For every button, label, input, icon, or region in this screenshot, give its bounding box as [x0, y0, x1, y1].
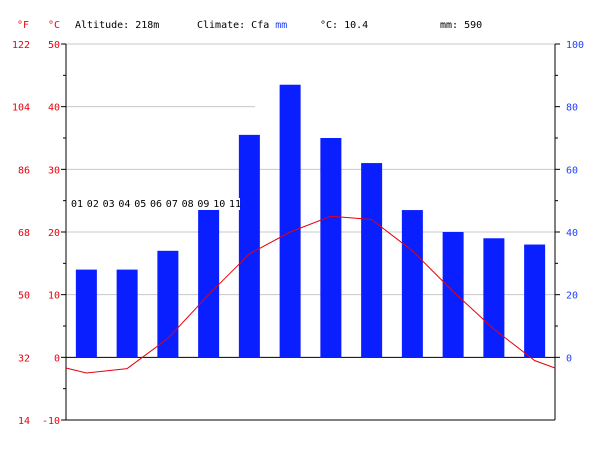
precipitation-bar — [361, 163, 383, 358]
temperature-average-text: °C: 10.4 — [320, 20, 369, 31]
climate-mm-label: mm — [275, 20, 288, 31]
fahrenheit-tick-label: 86 — [18, 165, 30, 176]
month-label: 11 — [229, 199, 241, 210]
precipitation-bar — [198, 203, 220, 358]
climate-text: Climate: Cfa mm — [197, 20, 287, 31]
precipitation-bar — [238, 134, 260, 358]
precipitation-bar — [116, 269, 138, 358]
month-label: 03 — [103, 199, 115, 210]
precipitation-bar — [320, 138, 342, 358]
precipitation-bar — [75, 269, 97, 358]
fahrenheit-tick-label: 104 — [12, 103, 30, 114]
month-label: 04 — [118, 199, 130, 210]
month-labels-background — [70, 198, 240, 210]
month-label: 08 — [182, 199, 194, 210]
precipitation-total-text: mm: 590 — [440, 20, 483, 31]
precipitation-tick-label: 40 — [566, 228, 578, 239]
month-label: 05 — [134, 199, 146, 210]
month-label: 07 — [166, 199, 178, 210]
celsius-tick-label: 30 — [48, 165, 60, 176]
altitude-text: Altitude: 218m — [75, 20, 160, 31]
precipitation-tick-label: 20 — [566, 291, 578, 302]
month-label: 10 — [213, 199, 225, 210]
fahrenheit-tick-label: 32 — [18, 353, 30, 364]
precipitation-tick-label: 80 — [566, 103, 578, 114]
celsius-tick-label: 10 — [48, 291, 60, 302]
climate-label: Climate: Cfa — [197, 20, 270, 31]
fahrenheit-tick-label: 68 — [18, 228, 30, 239]
precipitation-tick-label: 60 — [566, 165, 578, 176]
celsius-tick-label: 50 — [48, 40, 60, 51]
precipitation-tick-label: 100 — [566, 40, 584, 51]
month-label: 02 — [87, 199, 99, 210]
fahrenheit-tick-label: 50 — [18, 291, 30, 302]
fahrenheit-tick-label: 14 — [18, 416, 30, 427]
precipitation-bar — [483, 238, 505, 358]
month-label: 01 — [71, 199, 83, 210]
fahrenheit-unit-label: °F — [17, 20, 30, 31]
celsius-unit-label: °C — [48, 20, 61, 31]
precipitation-tick-label: 0 — [566, 353, 572, 364]
celsius-tick-label: 40 — [48, 103, 60, 114]
precipitation-bar — [401, 210, 423, 358]
precipitation-bar — [279, 84, 301, 358]
month-label: 09 — [197, 199, 209, 210]
precipitation-bar — [442, 232, 464, 358]
celsius-tick-label: -10 — [42, 416, 60, 427]
temperature-line — [65, 215, 556, 374]
precipitation-bar — [524, 244, 546, 358]
celsius-tick-label: 20 — [48, 228, 60, 239]
fahrenheit-tick-label: 122 — [12, 40, 30, 51]
precipitation-bar — [157, 250, 179, 358]
month-label: 06 — [150, 199, 162, 210]
celsius-tick-label: 0 — [54, 353, 60, 364]
